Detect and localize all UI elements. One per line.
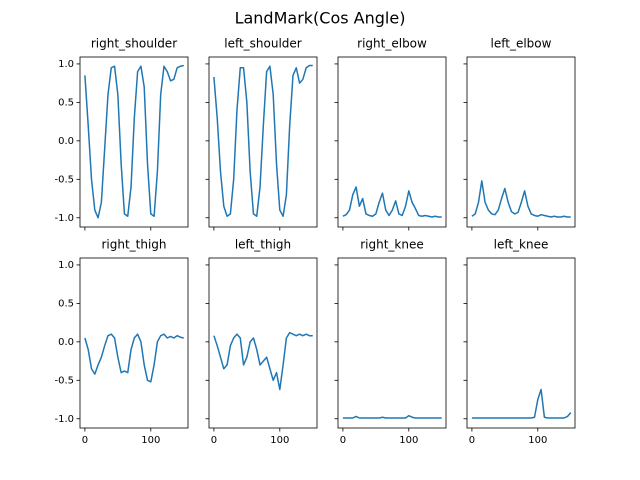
axes-frame [466, 257, 576, 429]
y-tick-label: 1.0 [58, 260, 74, 271]
y-tick-label: 0.5 [58, 97, 74, 108]
axes-frame [208, 56, 318, 228]
axes-frame [337, 56, 447, 228]
x-tick-label: 0 [340, 435, 346, 446]
figure-title: LandMark(Cos Angle) [235, 9, 406, 28]
data-line [471, 180, 571, 218]
x-tick-label: 100 [270, 435, 289, 446]
data-line [84, 333, 184, 383]
axes-frame [466, 56, 576, 228]
subplot-title: right_elbow [357, 37, 427, 51]
x-tick-label: 0 [469, 435, 475, 446]
subplot-title: left_thigh [235, 238, 291, 252]
y-tick-label: -0.5 [54, 375, 74, 386]
axes-frame [79, 257, 189, 429]
subplot-title: left_knee [494, 238, 549, 252]
axes-frame [79, 56, 189, 228]
subplot-title: left_elbow [491, 37, 552, 51]
subplot-title: right_knee [360, 238, 424, 252]
y-tick-label: 0.5 [58, 298, 74, 309]
y-tick-label: -1.0 [54, 414, 74, 425]
data-line [342, 186, 442, 218]
subplot-title: left_shoulder [224, 37, 302, 51]
y-tick-label: 0.0 [58, 337, 74, 348]
y-tick-label: 0.0 [58, 136, 74, 147]
y-tick-label: -1.0 [54, 213, 74, 224]
subplot-title: right_thigh [101, 238, 166, 252]
x-tick-label: 100 [141, 435, 160, 446]
y-tick-label: 1.0 [58, 59, 74, 70]
data-line [342, 414, 442, 419]
subplot-title: right_shoulder [91, 37, 177, 51]
axes-frame [337, 257, 447, 429]
x-tick-label: 100 [399, 435, 418, 446]
axes-frame [208, 257, 318, 429]
x-tick-label: 100 [528, 435, 547, 446]
data-line [213, 64, 313, 217]
data-line [84, 64, 184, 219]
y-tick-label: -0.5 [54, 174, 74, 185]
x-tick-label: 0 [82, 435, 88, 446]
data-line [471, 388, 572, 419]
data-line [213, 331, 313, 391]
x-tick-label: 0 [211, 435, 217, 446]
